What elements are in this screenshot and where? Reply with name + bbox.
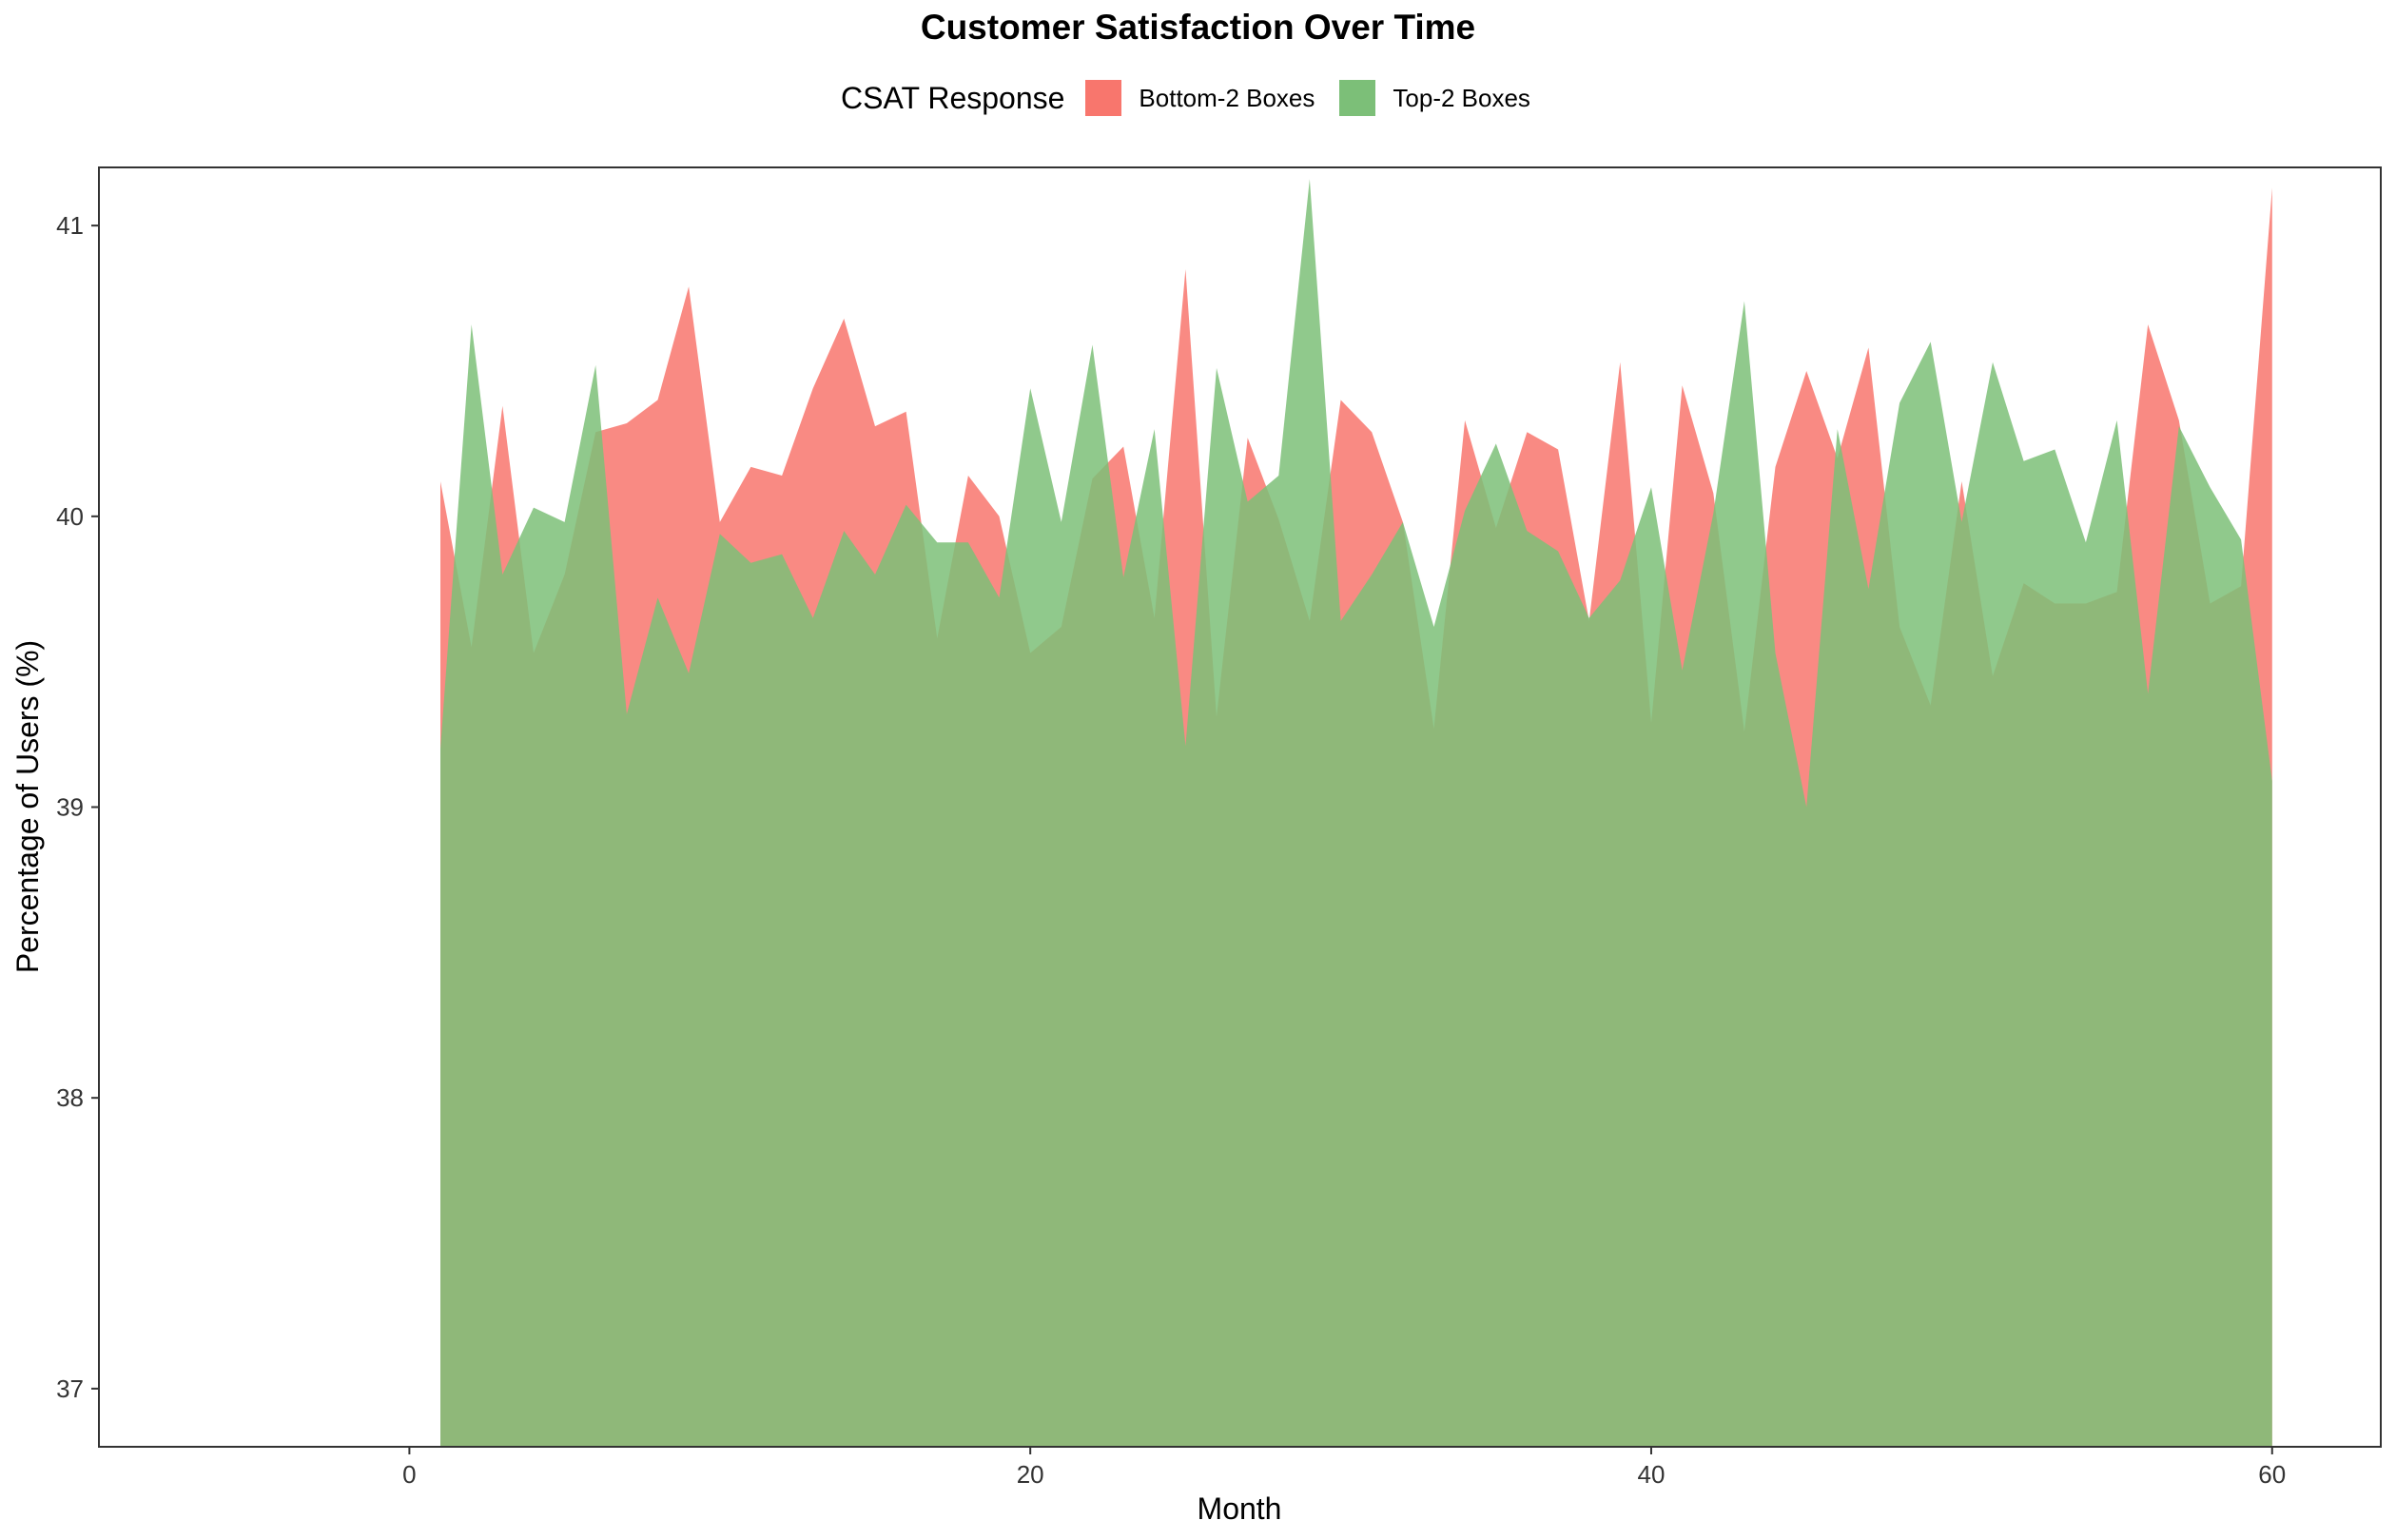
legend-item-top-2-boxes: Top-2 Boxes — [1339, 80, 1530, 116]
x-tick-label: 20 — [1017, 1460, 1044, 1489]
y-tick-label: 37 — [56, 1374, 84, 1403]
legend-swatch-bottom-2-boxes — [1085, 80, 1122, 116]
y-axis-ticks: 37 38 39 40 41 — [56, 211, 99, 1403]
y-tick-label: 40 — [56, 502, 84, 531]
area-top-2-boxes — [440, 179, 2272, 1448]
series-areas — [440, 179, 2272, 1448]
x-axis-title: Month — [1198, 1491, 1282, 1526]
y-tick-label: 38 — [56, 1083, 84, 1112]
chart-title: Customer Satisfaction Over Time — [920, 8, 1476, 47]
y-axis-title: Percentage of Users (%) — [10, 640, 45, 973]
y-tick-label: 41 — [56, 211, 84, 240]
x-tick-label: 40 — [1638, 1460, 1666, 1489]
x-tick-label: 60 — [2258, 1460, 2286, 1489]
x-axis-ticks: 0 20 40 60 — [402, 1447, 2286, 1489]
legend-label-bottom-2-boxes: Bottom-2 Boxes — [1139, 83, 1315, 112]
legend-item-bottom-2-boxes: Bottom-2 Boxes — [1085, 80, 1315, 116]
x-tick-label: 0 — [402, 1460, 416, 1489]
legend-title: CSAT Response — [841, 80, 1065, 115]
legend-label-top-2-boxes: Top-2 Boxes — [1393, 83, 1530, 112]
legend: CSAT Response Bottom-2 Boxes Top-2 Boxes — [0, 80, 2396, 116]
legend-swatch-top-2-boxes — [1339, 80, 1376, 116]
y-tick-label: 39 — [56, 793, 84, 822]
